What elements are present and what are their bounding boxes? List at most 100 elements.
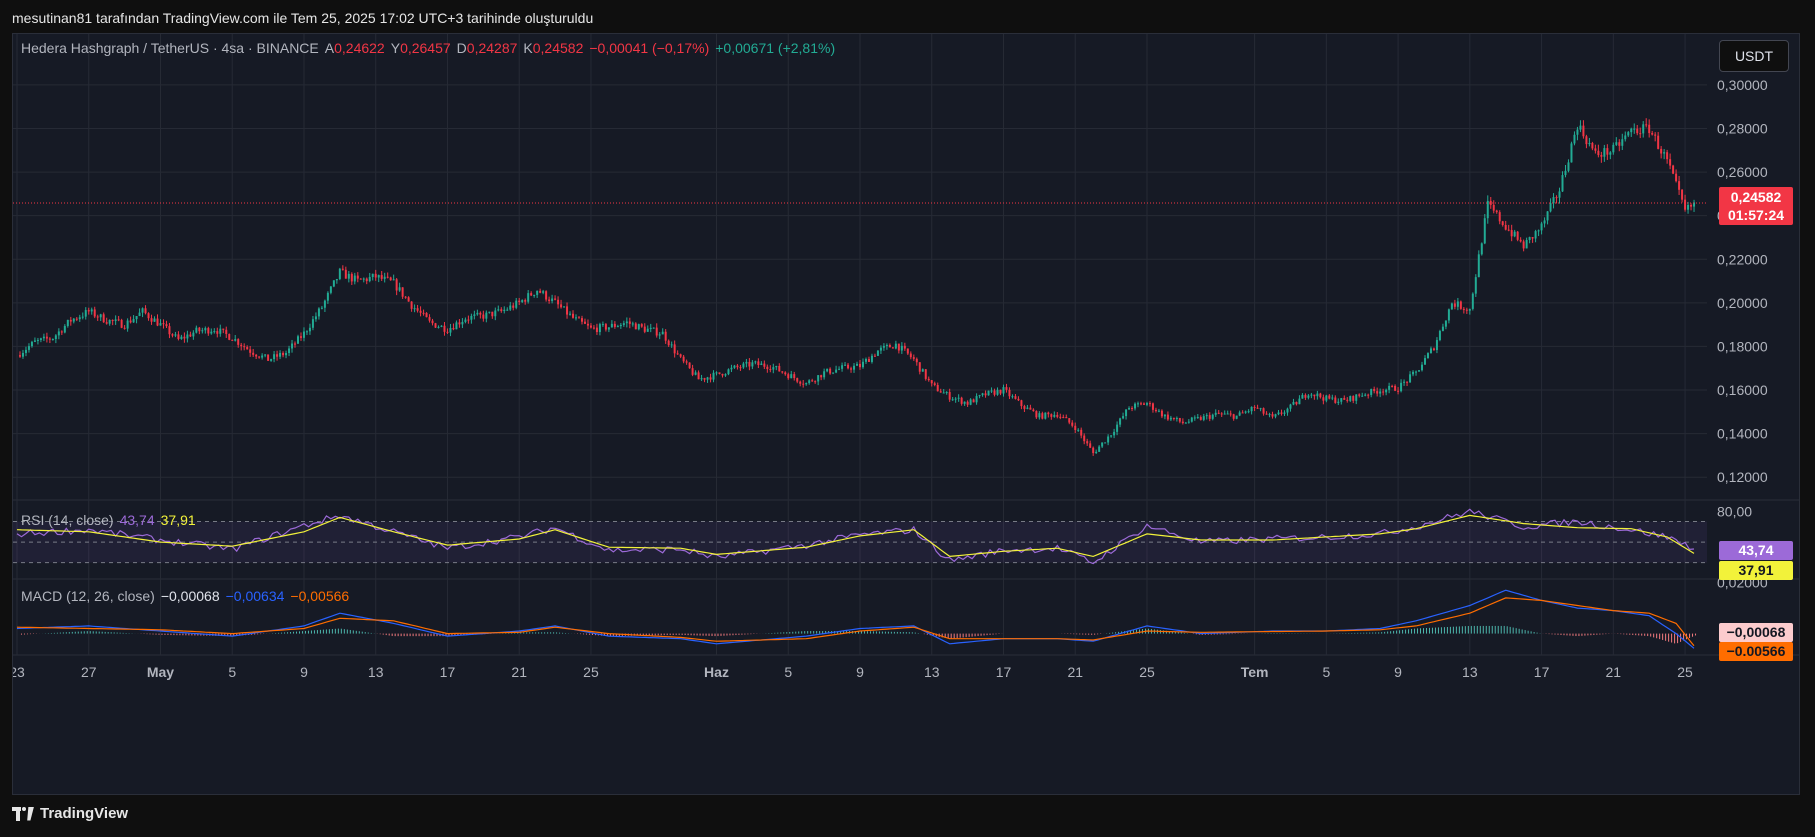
candle-body	[1268, 414, 1271, 416]
candle-body	[1364, 394, 1367, 396]
candle-body	[637, 324, 640, 330]
candle-body	[1585, 136, 1588, 145]
rsi-title[interactable]: RSI (14, close)	[21, 512, 114, 528]
candle-body	[1546, 211, 1549, 221]
candle-body	[1519, 239, 1522, 242]
candle-body	[398, 287, 401, 291]
candle-body	[691, 368, 694, 375]
candle-body	[1277, 412, 1280, 415]
y-tick-label: 0,14000	[1717, 426, 1768, 442]
candle-body	[1621, 139, 1624, 146]
candle-body	[1432, 348, 1435, 351]
candle-body	[1441, 326, 1444, 331]
x-tick-label: 25	[1677, 664, 1693, 680]
candle-body	[1513, 231, 1516, 237]
candle-body	[1062, 416, 1065, 418]
rsi-y-tick-label: 80,00	[1717, 503, 1752, 519]
x-tick-label: 13	[1462, 664, 1478, 680]
x-tick-label: 17	[1534, 664, 1550, 680]
candle-body	[1113, 431, 1116, 436]
x-tick-label: 9	[1394, 664, 1402, 680]
candle-body	[1086, 441, 1089, 444]
candle-body	[87, 310, 90, 312]
x-tick-label: 25	[1139, 664, 1155, 680]
candle-body	[589, 325, 592, 328]
candle-body	[105, 322, 108, 324]
candle-body	[1083, 435, 1086, 442]
candle-body	[222, 328, 225, 330]
candle-body	[282, 352, 285, 356]
candle-body	[231, 339, 234, 341]
candle-body	[512, 305, 515, 308]
candle-body	[954, 398, 957, 400]
candle-body	[688, 362, 691, 369]
candle-body	[237, 339, 240, 345]
candle-body	[1684, 199, 1687, 210]
candle-body	[93, 309, 96, 317]
currency-button[interactable]: USDT	[1719, 40, 1789, 72]
candle-body	[859, 363, 861, 368]
candle-body	[652, 327, 655, 329]
candle-body	[1477, 254, 1480, 278]
candle-body	[610, 323, 613, 328]
candle-body	[1065, 417, 1068, 419]
candle-body	[90, 309, 93, 312]
chart-canvas[interactable]: 23 27 May 5 9 13 17 21 25 Haz 5 9 13 17 21 25 Tem 5 9 13 17 2…	[13, 34, 1799, 794]
candle-body	[915, 358, 918, 363]
candle-body	[1642, 124, 1645, 134]
candle-body	[1597, 150, 1600, 156]
candle-body	[850, 368, 853, 370]
candle-body	[389, 277, 392, 281]
candle-body	[329, 286, 332, 293]
candle-body	[276, 354, 279, 357]
y-tick-label: 0,22000	[1717, 251, 1768, 267]
candle-body	[1340, 398, 1343, 402]
candle-body	[1190, 417, 1193, 422]
candle-body	[413, 308, 416, 310]
candle-body	[380, 275, 383, 279]
candle-body	[1080, 429, 1083, 436]
candle-body	[897, 343, 900, 351]
candle-body	[1663, 152, 1666, 154]
candle-body	[1244, 411, 1247, 413]
candle-body	[1391, 385, 1394, 387]
candle-body	[108, 319, 111, 324]
candle-body	[1116, 424, 1119, 432]
candle-body	[1468, 308, 1471, 311]
candle-body	[921, 369, 924, 372]
candle-body	[1131, 408, 1134, 410]
candle-body	[452, 327, 455, 330]
candle-body	[1343, 398, 1346, 400]
candle-body	[1447, 309, 1450, 321]
candle-body	[981, 393, 984, 396]
candle-body	[823, 371, 826, 378]
candle-body	[870, 355, 873, 362]
candle-body	[443, 325, 446, 332]
chart-frame[interactable]: 23 27 May 5 9 13 17 21 25 Haz 5 9 13 17 21 25 Tem 5 9 13 17 2…	[12, 33, 1800, 795]
candle-body	[829, 368, 832, 374]
y-tick-label: 0,26000	[1717, 164, 1768, 180]
candle-body	[1543, 220, 1546, 224]
candle-body	[1409, 374, 1412, 383]
macd-title[interactable]: MACD (12, 26, close)	[21, 588, 155, 604]
candle-body	[1122, 416, 1125, 419]
candle-body	[1119, 418, 1122, 425]
candle-body	[826, 368, 829, 372]
candle-body	[48, 338, 51, 340]
candle-body	[350, 273, 353, 282]
candle-body	[503, 309, 506, 312]
candle-body	[861, 361, 864, 368]
candle-body	[1199, 417, 1202, 420]
candle-body	[1313, 394, 1316, 397]
candle-body	[548, 299, 551, 302]
symbol-title[interactable]: Hedera Hashgraph / TetherUS · 4sa · BINA…	[21, 40, 319, 56]
candle-body	[1205, 415, 1208, 417]
candle-body	[873, 355, 876, 357]
candle-body	[192, 332, 195, 337]
candle-body	[198, 327, 201, 332]
candle-body	[1322, 397, 1325, 401]
candle-body	[174, 334, 177, 336]
candle-body	[912, 357, 915, 359]
candle-body	[1579, 125, 1582, 130]
candle-body	[368, 277, 371, 282]
